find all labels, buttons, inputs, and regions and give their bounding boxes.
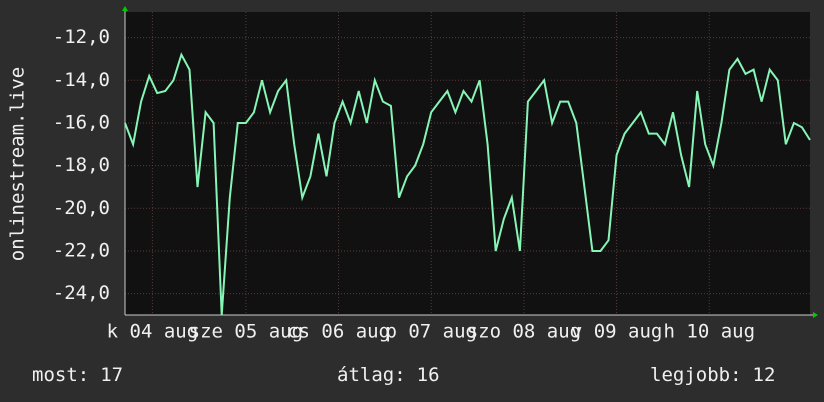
y-tick-label: -24,0 [53, 282, 110, 304]
axis-arrow [122, 6, 128, 11]
footer: most: 17 átlag: 16 legjobb: 12 [32, 364, 775, 386]
y-tick-label: -14,0 [53, 69, 110, 91]
y-tick-label: -18,0 [53, 154, 110, 176]
x-tick-label: h 10 aug [664, 321, 756, 343]
y-tick-label: -12,0 [53, 26, 110, 48]
footer-value: 12 [753, 364, 776, 386]
x-tick-label: sze 05 aug [189, 321, 303, 343]
footer-label: átlag: [337, 364, 406, 386]
footer-stat: legjobb: 12 [650, 364, 775, 386]
x-tick-label: p 07 aug [385, 321, 477, 343]
y-tick-label: -16,0 [53, 111, 110, 133]
x-tick-label: cs 06 aug [287, 321, 390, 343]
x-tick-label: k 04 aug [107, 321, 199, 343]
axis-arrow [813, 312, 818, 318]
footer-label: legjobb: [650, 364, 742, 386]
x-tick-label: v 09 aug [571, 321, 663, 343]
footer-stat: most: 17 [32, 364, 123, 386]
footer-value: 17 [100, 364, 123, 386]
x-tick-label: szo 08 aug [467, 321, 581, 343]
footer-label: most: [32, 364, 89, 386]
footer-value: 16 [417, 364, 440, 386]
y-tick-label: -22,0 [53, 239, 110, 261]
data-line [124, 52, 811, 316]
y-tick-label: -20,0 [53, 197, 110, 219]
footer-stat: átlag: 16 [337, 364, 440, 386]
y-axis-label: onlinestream.live [7, 67, 29, 261]
plot-area [125, 12, 810, 315]
